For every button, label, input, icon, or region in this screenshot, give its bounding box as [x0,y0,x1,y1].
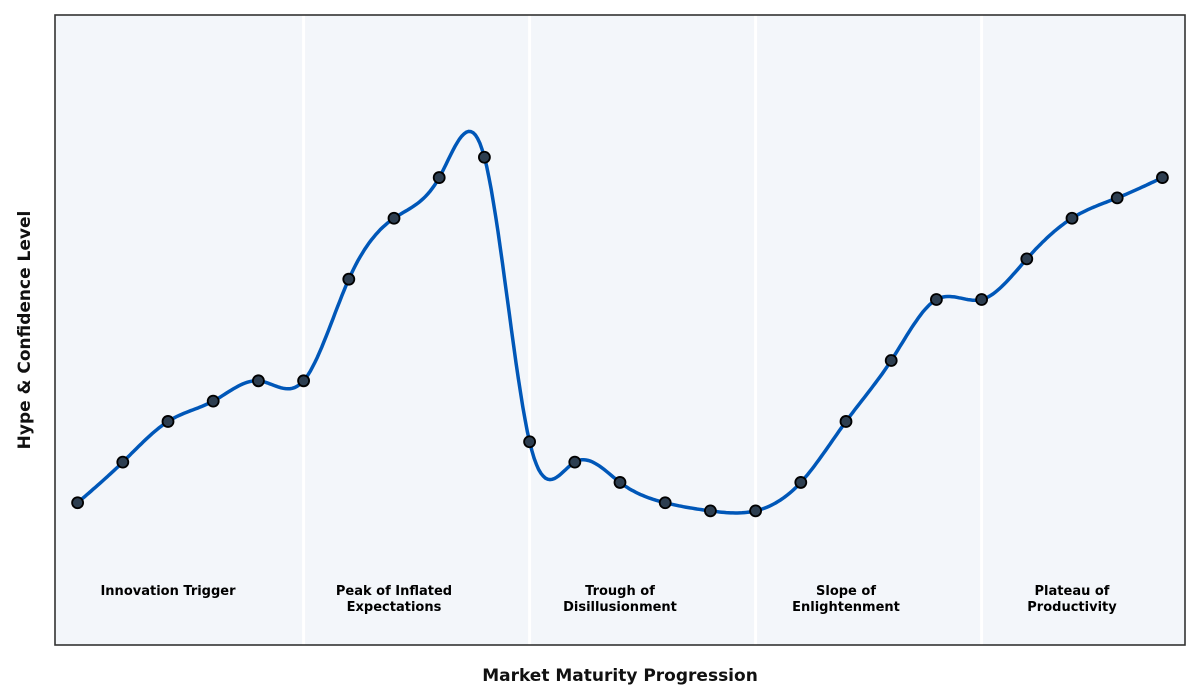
data-point [794,476,808,489]
plot-frame [54,14,1186,646]
data-point [432,171,446,184]
plot-area [55,15,1185,645]
phase-label: Enlightenment [792,600,900,615]
data-point [613,476,627,489]
data-point [523,435,536,449]
data-point [297,374,311,388]
data-point [930,293,943,306]
data-point [1065,211,1079,225]
phase-label: Productivity [1027,600,1117,615]
data-point [161,415,175,428]
phase-label: Disillusionment [563,600,677,615]
phase-label: Expectations [347,600,442,615]
data-point [477,150,491,164]
y-axis-label: Hype & Confidence Level [15,211,35,450]
data-point [884,354,898,367]
phase-label: Innovation Trigger [100,584,236,599]
phase-label: Peak of Inflated [336,584,452,599]
data-point [251,374,265,388]
data-point [839,415,853,428]
phase-label: Slope of [816,584,876,599]
data-point [1110,191,1124,205]
data-point [342,272,356,286]
data-point [658,496,672,510]
data-point [387,211,401,225]
data-point [749,504,762,518]
data-point [71,496,84,510]
data-point [975,293,988,306]
phase-label: Trough of [585,584,655,599]
data-point [568,455,582,469]
data-point [1156,171,1169,184]
x-axis-label: Market Maturity Progression [482,666,758,686]
data-point [116,455,130,469]
data-point [704,504,717,518]
data-point [1020,252,1034,266]
data-point [206,394,220,408]
phase-label: Plateau of [1035,584,1110,599]
